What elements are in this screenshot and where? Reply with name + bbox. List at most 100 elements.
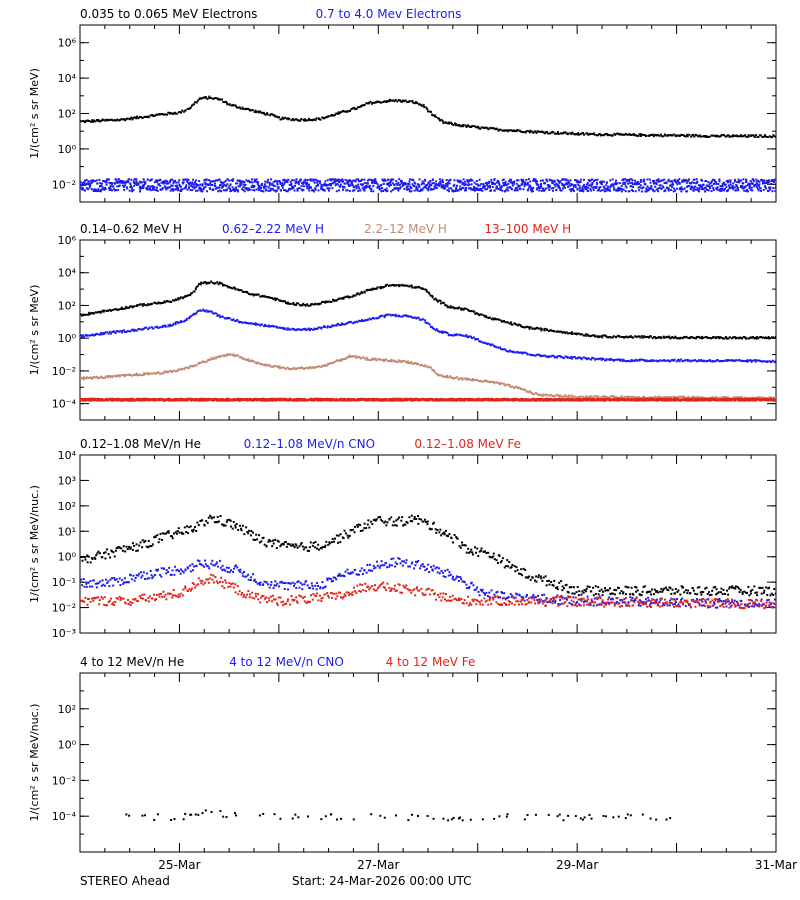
- data-point: [286, 179, 289, 182]
- data-point: [84, 399, 87, 402]
- data-point: [135, 180, 138, 183]
- data-point: [705, 180, 708, 183]
- data-point: [264, 188, 267, 191]
- data-point: [648, 336, 651, 339]
- data-point: [533, 327, 536, 330]
- data-point: [515, 186, 518, 189]
- data-point: [90, 182, 93, 185]
- data-point: [98, 398, 101, 401]
- data-point: [152, 327, 155, 330]
- data-point: [115, 308, 118, 311]
- data-point: [772, 134, 775, 137]
- data-point: [126, 117, 129, 120]
- data-point: [618, 358, 621, 361]
- data-point: [418, 184, 421, 187]
- data-point: [222, 354, 225, 357]
- data-point: [288, 183, 291, 186]
- data-point: [236, 179, 239, 182]
- data-point: [180, 188, 183, 191]
- data-point: [657, 395, 660, 398]
- data-point: [716, 358, 719, 361]
- data-point: [522, 388, 525, 391]
- data-point: [606, 336, 609, 339]
- data-point: [231, 186, 234, 189]
- data-point: [586, 132, 589, 135]
- data-point: [659, 133, 662, 136]
- data-point: [292, 302, 295, 305]
- data-point: [205, 360, 208, 363]
- data-point: [297, 180, 300, 183]
- data-point: [711, 396, 714, 399]
- data-point: [197, 283, 200, 286]
- data-point: [105, 331, 108, 334]
- data-point: [439, 299, 442, 302]
- data-point: [99, 182, 102, 185]
- data-point: [152, 187, 155, 190]
- data-point: [402, 284, 405, 287]
- data-point: [336, 359, 339, 362]
- data-point: [140, 328, 143, 331]
- data-point: [164, 325, 167, 328]
- data-point: [697, 359, 700, 362]
- data-point: [274, 397, 277, 400]
- data-point: [160, 372, 163, 375]
- data-point: [520, 325, 523, 328]
- data-point: [141, 184, 144, 187]
- data-point: [304, 178, 307, 181]
- data-point: [329, 300, 332, 303]
- data-point: [407, 361, 410, 364]
- data-point: [260, 187, 263, 190]
- data-point: [216, 97, 219, 100]
- data-point: [113, 182, 116, 185]
- data-point: [540, 394, 543, 397]
- data-point: [286, 181, 289, 184]
- data-point: [625, 396, 628, 399]
- data-point: [475, 187, 478, 190]
- data-point: [236, 182, 239, 185]
- data-point: [735, 359, 738, 362]
- data-point: [337, 178, 340, 181]
- data-point: [724, 187, 727, 190]
- data-point: [488, 381, 491, 384]
- data-point: [447, 179, 450, 182]
- data-point: [531, 354, 534, 357]
- data-point: [124, 182, 127, 185]
- data-point: [525, 178, 528, 181]
- data-point: [384, 314, 387, 317]
- data-point: [205, 309, 208, 312]
- data-point: [244, 290, 247, 293]
- data-point: [198, 186, 201, 189]
- data-point: [352, 179, 355, 182]
- data-point: [271, 399, 274, 402]
- data-point: [258, 188, 261, 191]
- data-point: [145, 326, 148, 329]
- data-point: [709, 396, 712, 399]
- data-point: [114, 331, 117, 334]
- data-point: [487, 316, 490, 319]
- data-point: [430, 325, 433, 328]
- data-point: [342, 188, 345, 191]
- data-point: [767, 181, 770, 184]
- data-point: [208, 179, 211, 182]
- data-point: [336, 178, 339, 181]
- data-point: [149, 187, 152, 190]
- data-point: [636, 359, 639, 362]
- data-point: [228, 184, 231, 187]
- data-point: [732, 185, 735, 188]
- data-point: [602, 185, 605, 188]
- data-point: [461, 307, 464, 310]
- data-point: [720, 189, 723, 192]
- data-point: [487, 342, 490, 345]
- data-point: [471, 179, 474, 182]
- data-point: [589, 179, 592, 182]
- data-point: [757, 135, 760, 138]
- data-point: [290, 182, 293, 185]
- data-point: [276, 116, 279, 119]
- data-point: [295, 180, 298, 183]
- data-point: [373, 358, 376, 361]
- data-point: [481, 126, 484, 129]
- data-point: [222, 189, 225, 192]
- data-point: [93, 180, 96, 183]
- data-point: [502, 182, 505, 185]
- data-point: [384, 179, 387, 182]
